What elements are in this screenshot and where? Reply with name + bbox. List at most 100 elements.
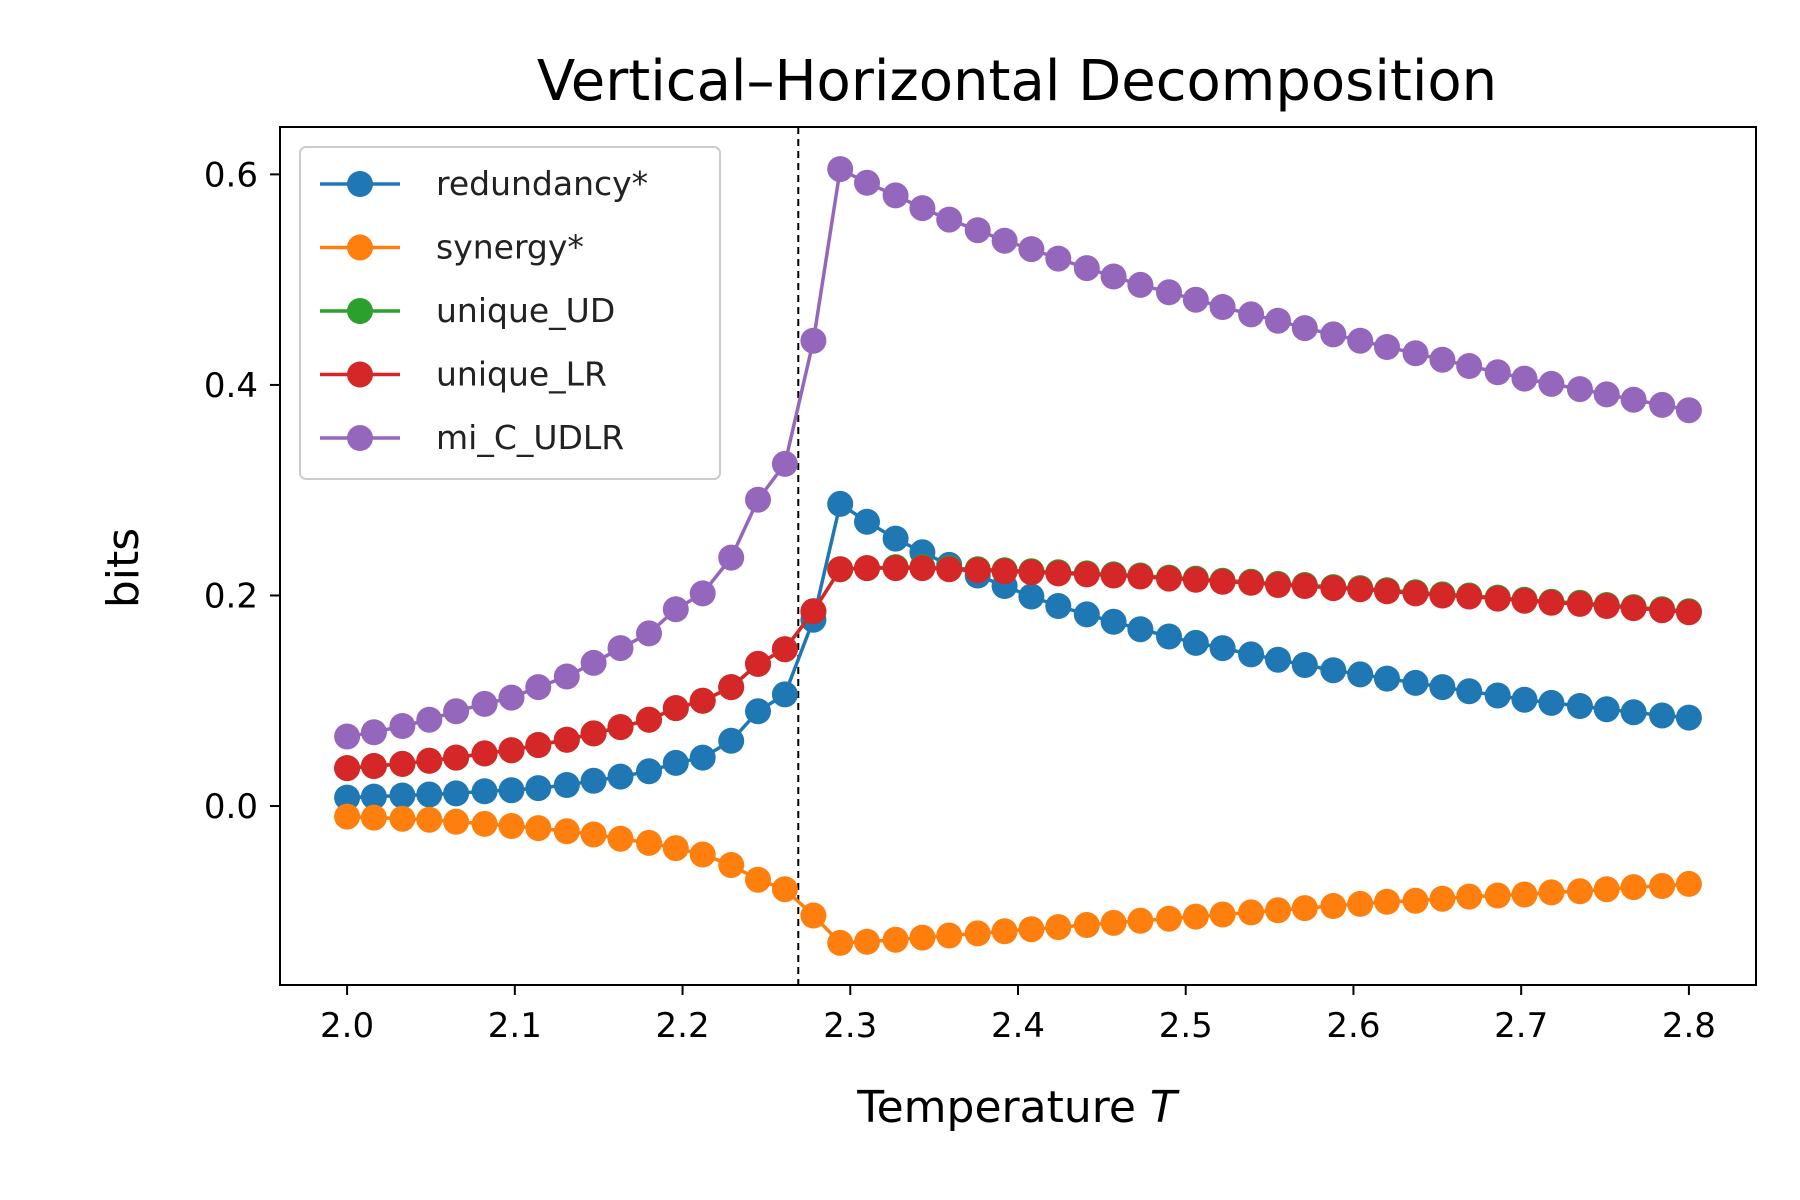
data-point-synergy* xyxy=(936,922,963,949)
data-point-mi_C_UDLR xyxy=(1538,370,1565,397)
data-point-redundancy* xyxy=(827,490,854,517)
data-point-mi_C_UDLR xyxy=(745,486,771,513)
data-point-mi_C_UDLR xyxy=(771,450,798,477)
data-point-synergy* xyxy=(1566,878,1593,905)
legend-marker xyxy=(347,361,373,388)
data-point-redundancy* xyxy=(1402,669,1429,696)
data-point-mi_C_UDLR xyxy=(1402,340,1429,367)
data-point-synergy* xyxy=(1484,882,1511,909)
data-point-redundancy* xyxy=(360,783,387,810)
data-point-unique_LR xyxy=(745,650,771,677)
data-point-unique_LR xyxy=(1649,597,1676,624)
data-point-mi_C_UDLR xyxy=(1073,255,1100,282)
y-tick-label: 0.0 xyxy=(204,787,258,827)
data-point-synergy* xyxy=(1265,897,1291,924)
x-tick-label: 2.2 xyxy=(656,1006,710,1046)
data-point-synergy* xyxy=(1238,899,1265,926)
data-point-redundancy* xyxy=(1045,593,1072,619)
data-point-mi_C_UDLR xyxy=(636,620,662,647)
data-point-mi_C_UDLR xyxy=(1045,245,1072,272)
data-point-mi_C_UDLR xyxy=(1675,397,1702,424)
data-point-unique_LR xyxy=(1127,563,1154,590)
data-point-mi_C_UDLR xyxy=(580,649,607,676)
x-tick-label: 2.4 xyxy=(991,1006,1045,1046)
data-point-unique_LR xyxy=(827,556,854,583)
data-point-redundancy* xyxy=(607,763,634,790)
x-tick-label: 2.5 xyxy=(1159,1006,1213,1046)
data-point-synergy* xyxy=(991,918,1018,945)
data-point-mi_C_UDLR xyxy=(334,723,361,750)
data-point-synergy* xyxy=(1127,907,1154,934)
legend-label: unique_LR xyxy=(436,355,607,394)
data-point-synergy* xyxy=(636,829,662,856)
data-point-mi_C_UDLR xyxy=(964,217,991,244)
data-point-redundancy* xyxy=(662,749,689,776)
data-point-synergy* xyxy=(443,808,470,835)
data-point-redundancy* xyxy=(1675,704,1702,731)
x-tick-label: 2.3 xyxy=(823,1006,877,1046)
data-point-unique_LR xyxy=(1429,582,1456,609)
x-axis: 2.0 2.1 2.2 2.3 2.4 2.5 2.6 2.7 2.8 xyxy=(320,985,1716,1046)
data-point-mi_C_UDLR xyxy=(1649,391,1676,418)
y-axis-label: bits xyxy=(98,528,149,608)
data-point-unique_LR xyxy=(471,740,498,767)
data-point-redundancy* xyxy=(525,775,552,802)
data-point-mi_C_UDLR xyxy=(471,690,498,717)
data-point-redundancy* xyxy=(636,758,662,785)
data-point-redundancy* xyxy=(580,767,607,794)
data-point-synergy* xyxy=(1209,901,1236,928)
data-point-mi_C_UDLR xyxy=(443,698,470,725)
data-point-mi_C_UDLR xyxy=(1566,376,1593,403)
data-point-unique_LR xyxy=(1018,559,1045,586)
data-point-mi_C_UDLR xyxy=(1182,286,1209,313)
legend: redundancy* synergy* unique_UD unique_LR mi_… xyxy=(299,146,721,480)
data-point-mi_C_UDLR xyxy=(936,206,963,233)
data-point-redundancy* xyxy=(553,772,580,798)
data-point-unique_LR xyxy=(718,674,745,701)
data-point-unique_LR xyxy=(443,744,470,771)
legend-entry-unique_LR: unique_LR xyxy=(320,355,607,394)
data-point-redundancy* xyxy=(1156,623,1182,650)
x-tick-label: 2.6 xyxy=(1326,1006,1380,1046)
data-point-synergy* xyxy=(882,926,909,953)
data-point-redundancy* xyxy=(1320,657,1347,684)
data-point-redundancy* xyxy=(1347,661,1374,688)
legend-label: redundancy* xyxy=(436,164,648,203)
data-point-unique_LR xyxy=(1073,561,1100,588)
data-point-unique_LR xyxy=(389,750,416,777)
data-point-synergy* xyxy=(964,920,991,947)
data-point-synergy* xyxy=(1429,885,1456,912)
data-point-unique_LR xyxy=(936,556,963,583)
x-tick-label: 2.1 xyxy=(488,1006,542,1046)
data-point-mi_C_UDLR xyxy=(1593,381,1620,408)
data-point-mi_C_UDLR xyxy=(498,684,525,711)
data-point-synergy* xyxy=(1045,914,1072,941)
data-point-unique_LR xyxy=(498,737,525,764)
data-point-redundancy* xyxy=(1649,702,1676,729)
data-point-synergy* xyxy=(1538,879,1565,906)
data-point-mi_C_UDLR xyxy=(1018,236,1045,263)
data-point-redundancy* xyxy=(334,784,361,811)
data-point-unique_LR xyxy=(1320,575,1347,602)
data-point-synergy* xyxy=(389,805,416,832)
data-point-redundancy* xyxy=(389,782,416,809)
data-point-redundancy* xyxy=(498,777,525,804)
data-point-synergy* xyxy=(1675,870,1702,897)
data-point-redundancy* xyxy=(882,525,909,552)
data-point-synergy* xyxy=(580,821,607,848)
data-point-unique_LR xyxy=(1484,585,1511,612)
series-mi_C_UDLR xyxy=(334,156,1702,750)
data-point-mi_C_UDLR xyxy=(1374,334,1400,360)
data-point-redundancy* xyxy=(1456,678,1483,705)
data-point-synergy* xyxy=(1649,873,1676,899)
data-point-redundancy* xyxy=(1182,629,1209,656)
data-point-redundancy* xyxy=(1620,699,1647,726)
data-point-mi_C_UDLR xyxy=(553,663,580,690)
y-axis: 0.0 0.2 0.4 0.6 xyxy=(204,155,280,827)
data-point-unique_LR xyxy=(662,695,689,722)
data-point-synergy* xyxy=(1456,883,1483,910)
data-point-mi_C_UDLR xyxy=(1429,346,1456,373)
data-point-unique_LR xyxy=(964,557,991,584)
legend-entry-mi_C_UDLR: mi_C_UDLR xyxy=(320,418,624,457)
data-point-redundancy* xyxy=(1238,641,1265,668)
